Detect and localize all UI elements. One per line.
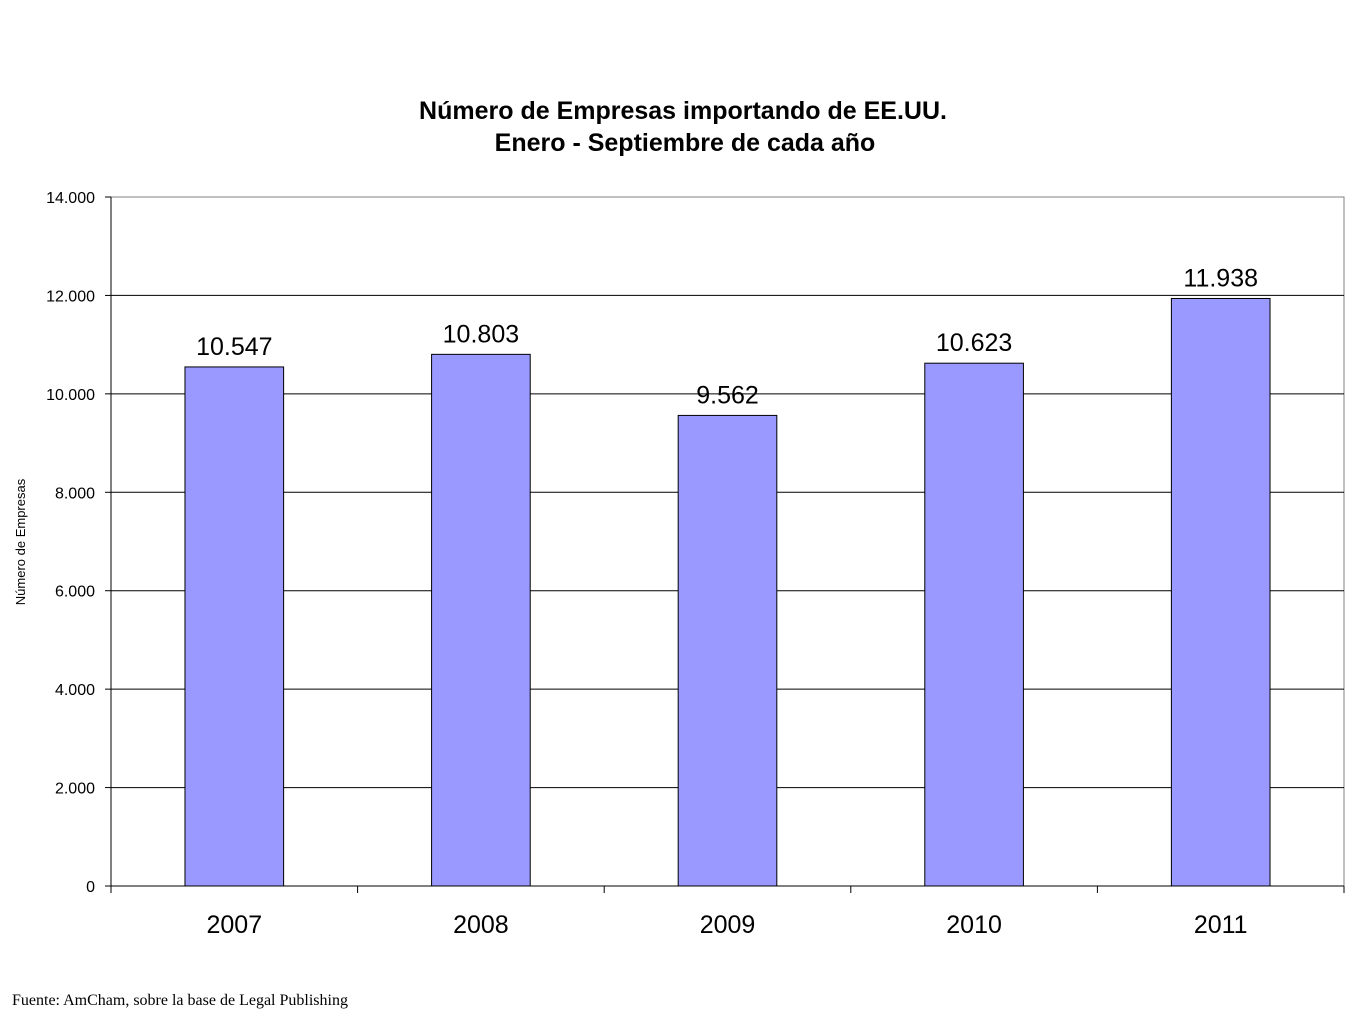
x-tick-label-2010: 2010: [946, 911, 1002, 939]
data-label-2010: 10.623: [936, 329, 1012, 357]
x-tick-label-2007: 2007: [206, 911, 262, 939]
gridlines: [111, 294, 1344, 789]
y-tick-label: 14.000: [46, 190, 95, 207]
y-tick-label: 12.000: [46, 288, 95, 305]
y-tick-label: 6.000: [55, 584, 95, 601]
x-axis-ticks: 2007 2008 2009 2010 2011: [110, 886, 1345, 939]
y-tick-label: 0: [86, 879, 95, 896]
bar-2008: [431, 353, 531, 887]
bar-2011: [1170, 297, 1271, 887]
data-label-2009: 9.562: [696, 381, 759, 409]
bar-2007: [184, 366, 285, 887]
y-tick-label: 8.000: [55, 485, 95, 502]
data-label-2007: 10.547: [196, 333, 272, 361]
x-tick-label-2009: 2009: [700, 911, 756, 939]
x-tick-label-2011: 2011: [1194, 911, 1248, 939]
chart-title-line-1: Número de Empresas importando de EE.UU.: [419, 97, 947, 125]
chart-title-line-2: Enero - Septiembre de cada año: [495, 129, 876, 157]
y-tick-label: 4.000: [55, 682, 95, 699]
bar-2009: [677, 414, 778, 887]
y-axis-label: Número de Empresas: [13, 478, 28, 605]
bars: [184, 297, 1271, 887]
data-label-2011: 11.938: [1183, 264, 1258, 292]
data-labels: 10.547 10.803 9.562 10.623 11.938: [196, 264, 1258, 409]
y-axis-ticks: 0 2.000 4.000 6.000 8.000 10.000 12.000 14.000: [46, 190, 1344, 896]
source-note: Fuente: AmCham, sobre la base de Legal P…: [12, 992, 348, 1009]
x-tick-label-2008: 2008: [453, 911, 509, 939]
data-label-2008: 10.803: [443, 320, 519, 348]
y-tick-label: 10.000: [46, 387, 95, 404]
y-tick-label: 2.000: [55, 781, 95, 798]
bar-2010: [924, 362, 1024, 887]
